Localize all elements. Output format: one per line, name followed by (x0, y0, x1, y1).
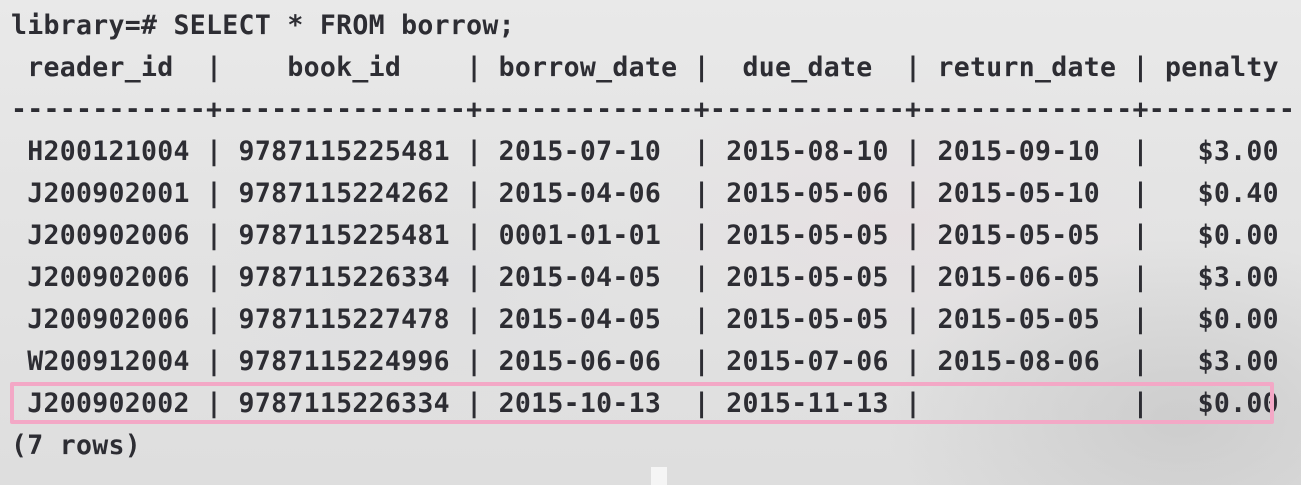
table-row: J200902006 | 9787115227478 | 2015-04-05 … (11, 304, 1279, 335)
table-row: J200902006 | 9787115225481 | 0001-01-01 … (11, 220, 1279, 251)
table-row-highlighted: J200902002 | 9787115226334 | 2015-10-13 … (11, 388, 1279, 419)
row-count-footer: (7 rows) (11, 430, 142, 461)
table-row: J200902001 | 9787115224262 | 2015-04-06 … (11, 178, 1279, 209)
terminal-output: library=# SELECT * FROM borrow; reader_i… (11, 0, 1301, 485)
table-header-row: reader_id | book_id | borrow_date | due_… (11, 52, 1279, 83)
table-row: J200902006 | 9787115226334 | 2015-04-05 … (11, 262, 1279, 293)
table-separator: ------------+---------------+-----------… (11, 94, 1296, 125)
table-row: W200912004 | 9787115224996 | 2015-06-06 … (11, 346, 1279, 377)
terminal-cursor (651, 467, 667, 485)
table-row: H200121004 | 9787115225481 | 2015-07-10 … (11, 136, 1279, 167)
sql-prompt-line: library=# SELECT * FROM borrow; (11, 10, 515, 41)
